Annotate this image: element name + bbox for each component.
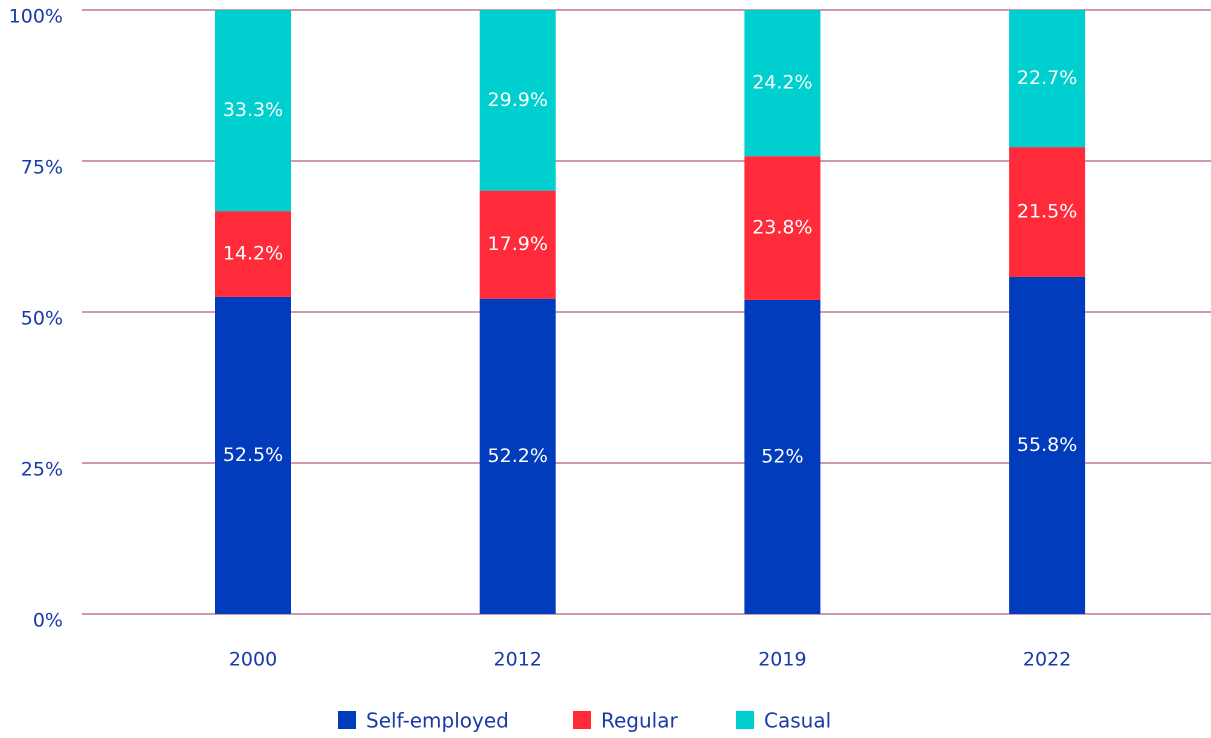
data-label: 52%: [761, 445, 803, 467]
legend-label: Casual: [764, 709, 831, 733]
bar-segment: [744, 156, 821, 300]
data-label: 23.8%: [752, 217, 812, 239]
data-label: 14.2%: [223, 243, 283, 265]
bar-segment: [744, 10, 821, 157]
y-tick-label: 75%: [21, 157, 63, 179]
bar-segment: [479, 298, 556, 614]
y-tick-label: 0%: [33, 610, 63, 632]
y-tick-label: 25%: [21, 459, 63, 481]
data-label: 52.2%: [488, 445, 548, 467]
bar-segment: [215, 211, 291, 297]
legend-swatch: [573, 711, 591, 729]
bar-segment: [744, 299, 821, 614]
y-tick-label: 50%: [21, 308, 63, 330]
x-tick-label: 2019: [758, 649, 806, 671]
data-label: 21.5%: [1017, 201, 1077, 223]
data-label: 24.2%: [752, 72, 812, 94]
x-tick-label: 2000: [229, 649, 277, 671]
data-label: 29.9%: [488, 89, 548, 111]
legend-label: Regular: [601, 709, 678, 733]
bar-segment: [1009, 276, 1086, 614]
data-label: 22.7%: [1017, 67, 1077, 89]
x-tick-label: 2012: [494, 649, 542, 671]
data-label: 52.5%: [223, 444, 283, 466]
bar-segment: [479, 190, 556, 299]
bar-segment: [215, 10, 291, 212]
bar-segment: [215, 296, 291, 614]
data-label: 17.9%: [488, 233, 548, 255]
bar-segment: [479, 10, 556, 191]
legend-label: Self-employed: [366, 709, 509, 733]
bar-segment: [1009, 10, 1086, 148]
bar-segment: [1009, 147, 1086, 277]
legend-swatch: [736, 711, 754, 729]
y-tick-label: 100%: [9, 6, 63, 28]
data-label: 33.3%: [223, 99, 283, 121]
legend-swatch: [338, 711, 356, 729]
x-tick-label: 2022: [1023, 649, 1071, 671]
data-label: 55.8%: [1017, 434, 1077, 456]
